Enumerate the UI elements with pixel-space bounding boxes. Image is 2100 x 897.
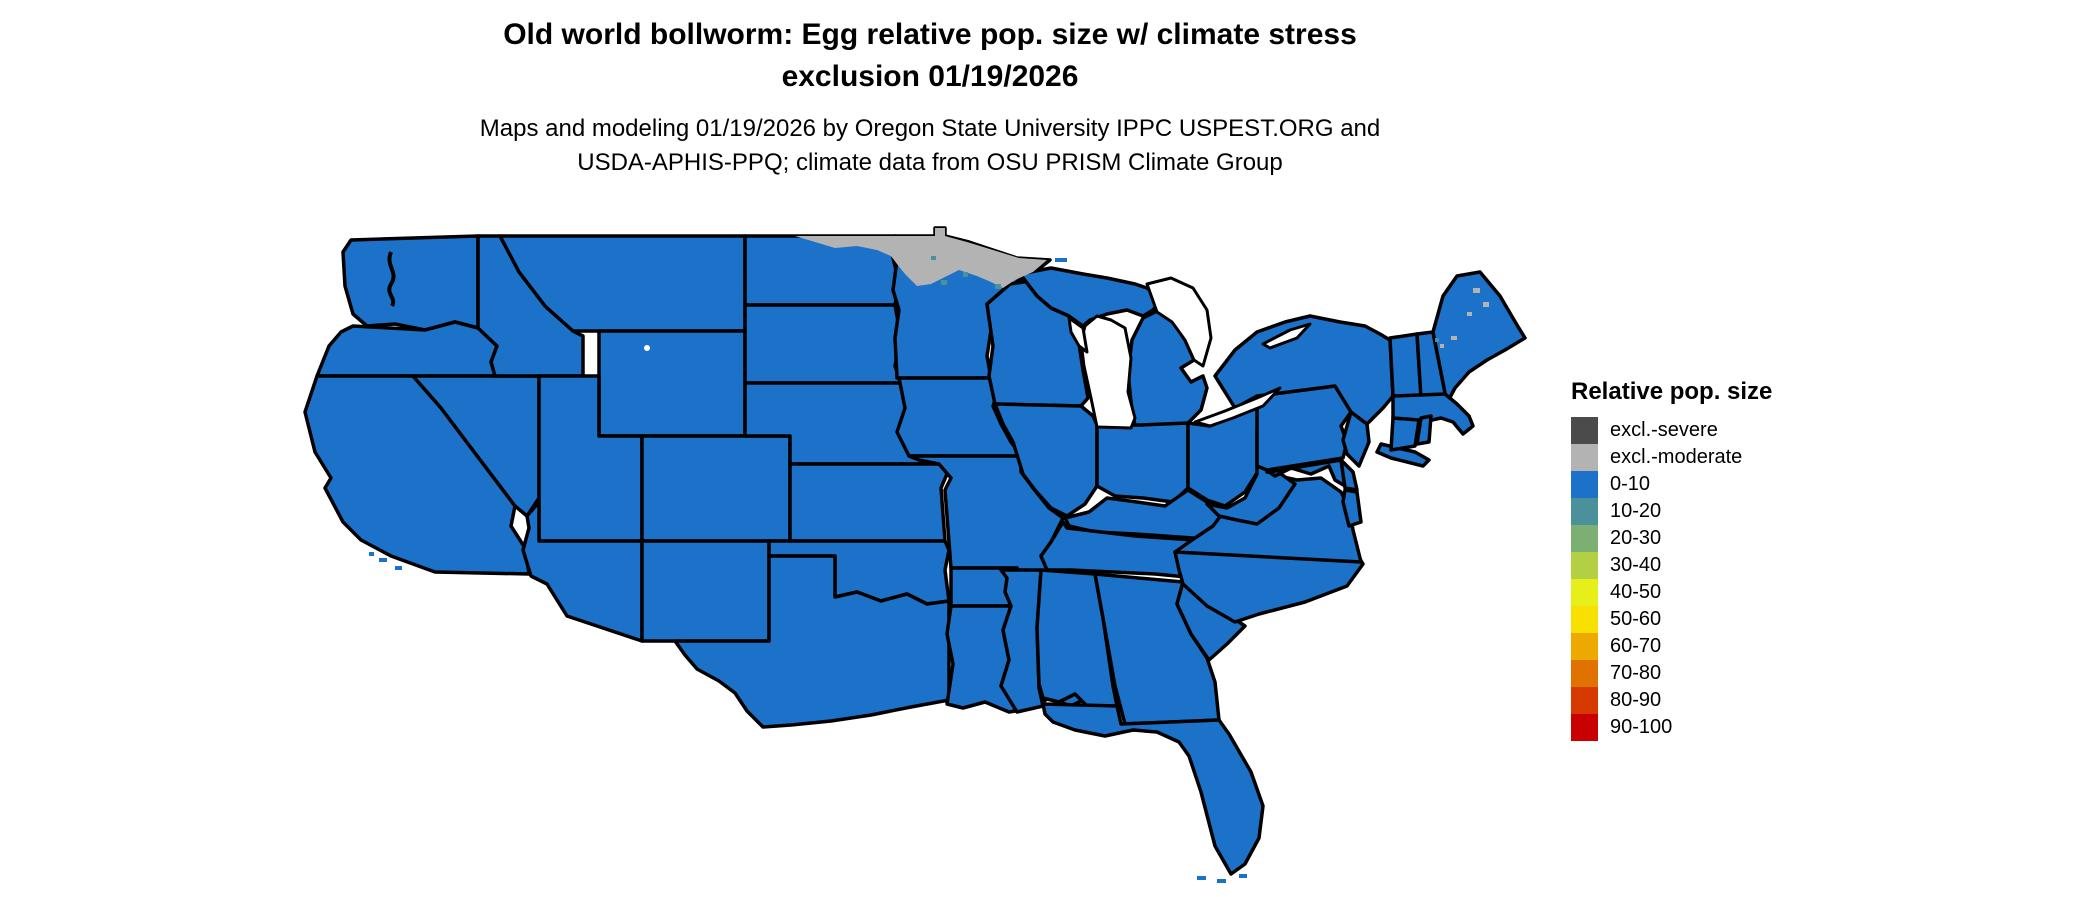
- state-south-dakota: [743, 303, 903, 385]
- legend-label: 30-40: [1610, 554, 1662, 576]
- coastal-islands: [369, 258, 1247, 883]
- legend-item-10-20: 10-20: [1571, 498, 1831, 525]
- exclusion-moderate-region: [795, 228, 1047, 288]
- legend-swatch-excl.-moderate: [1571, 444, 1598, 471]
- lake-ontario: [1261, 322, 1312, 350]
- legend-label: 20-30: [1610, 527, 1662, 549]
- legend-label: 70-80: [1610, 662, 1662, 684]
- page-title: Old world bollworm: Egg relative pop. si…: [0, 14, 1860, 98]
- puget-sound-inlet: [387, 251, 396, 308]
- pop-10-20-specks: [931, 256, 1439, 342]
- state-wyoming: [597, 329, 747, 438]
- legend-label: 0-10: [1610, 473, 1651, 495]
- header: Old world bollworm: Egg relative pop. si…: [0, 14, 1860, 180]
- legend-label: 90-100: [1610, 716, 1673, 738]
- legend-swatch-70-80: [1571, 660, 1598, 687]
- legend-label: excl.-severe: [1610, 419, 1718, 441]
- legend-item-30-40: 30-40: [1571, 552, 1831, 579]
- green-bay: [1067, 316, 1089, 354]
- legend-item-excl.-moderate: excl.-moderate: [1571, 444, 1831, 471]
- state-kansas: [788, 462, 949, 543]
- legend-item-50-60: 50-60: [1571, 606, 1831, 633]
- legend-swatch-60-70: [1571, 633, 1598, 660]
- subtitle-line-2: USDA-APHIS-PPQ; climate data from OSU PR…: [577, 149, 1283, 176]
- legend-swatch-20-30: [1571, 525, 1598, 552]
- state-maine: [1431, 270, 1527, 405]
- state-new-jersey: [1341, 410, 1371, 468]
- state-texas: [673, 554, 951, 729]
- state-indiana: [1095, 421, 1190, 504]
- legend-swatch-10-20: [1571, 498, 1598, 525]
- legend-label: 50-60: [1610, 608, 1662, 630]
- legend: Relative pop. size excl.-severe excl.-mod…: [1571, 378, 1831, 741]
- legend-swatch-90-100: [1571, 714, 1598, 741]
- exclusion-maine-specks: [1440, 288, 1489, 348]
- legend-label: excl.-moderate: [1610, 446, 1743, 468]
- legend-item-0-10: 0-10: [1571, 471, 1831, 498]
- delmarva-peninsula: [1341, 488, 1363, 528]
- lake-erie: [1193, 386, 1282, 428]
- legend-item-70-80: 70-80: [1571, 660, 1831, 687]
- us-map-container: [295, 226, 1545, 892]
- state-delaware: [1339, 458, 1359, 492]
- state-new-mexico: [640, 539, 771, 643]
- state-oregon: [315, 320, 499, 378]
- subtitle-line-1: Maps and modeling 01/19/2026 by Oregon S…: [479, 115, 1381, 142]
- legend-rows: excl.-severe excl.-moderate 0-10 10-20 20-30…: [1571, 417, 1831, 741]
- legend-item-80-90: 80-90: [1571, 687, 1831, 714]
- legend-item-40-50: 40-50: [1571, 579, 1831, 606]
- yellowstone-lake: [644, 345, 650, 351]
- legend-label: 10-20: [1610, 500, 1662, 522]
- state-florida: [1041, 702, 1265, 876]
- state-colorado: [640, 434, 792, 543]
- state-michigan-upper-peninsula: [1018, 266, 1163, 328]
- legend-swatch-excl.-severe: [1571, 417, 1598, 444]
- us-map: [303, 226, 1527, 883]
- legend-swatch-50-60: [1571, 606, 1598, 633]
- title-line-1: Old world bollworm: Egg relative pop. si…: [503, 18, 1357, 51]
- lake-huron: [1145, 276, 1213, 368]
- title-line-2: exclusion 01/19/2026: [781, 60, 1079, 93]
- state-connecticut: [1389, 416, 1421, 452]
- legend-swatch-0-10: [1571, 471, 1598, 498]
- lake-michigan: [1079, 314, 1137, 430]
- state-washington: [341, 234, 480, 332]
- legend-swatch-80-90: [1571, 687, 1598, 714]
- page-subtitle: Maps and modeling 01/19/2026 by Oregon S…: [0, 112, 1860, 180]
- legend-label: 60-70: [1610, 635, 1662, 657]
- state-rhode-island: [1415, 414, 1433, 446]
- legend-label: 40-50: [1610, 581, 1662, 603]
- legend-label: 80-90: [1610, 689, 1662, 711]
- legend-swatch-40-50: [1571, 579, 1598, 606]
- legend-title: Relative pop. size: [1571, 378, 1773, 405]
- legend-item-excl.-severe: excl.-severe: [1571, 417, 1831, 444]
- legend-item-60-70: 60-70: [1571, 633, 1831, 660]
- legend-item-90-100: 90-100: [1571, 714, 1831, 741]
- legend-swatch-30-40: [1571, 552, 1598, 579]
- legend-item-20-30: 20-30: [1571, 525, 1831, 552]
